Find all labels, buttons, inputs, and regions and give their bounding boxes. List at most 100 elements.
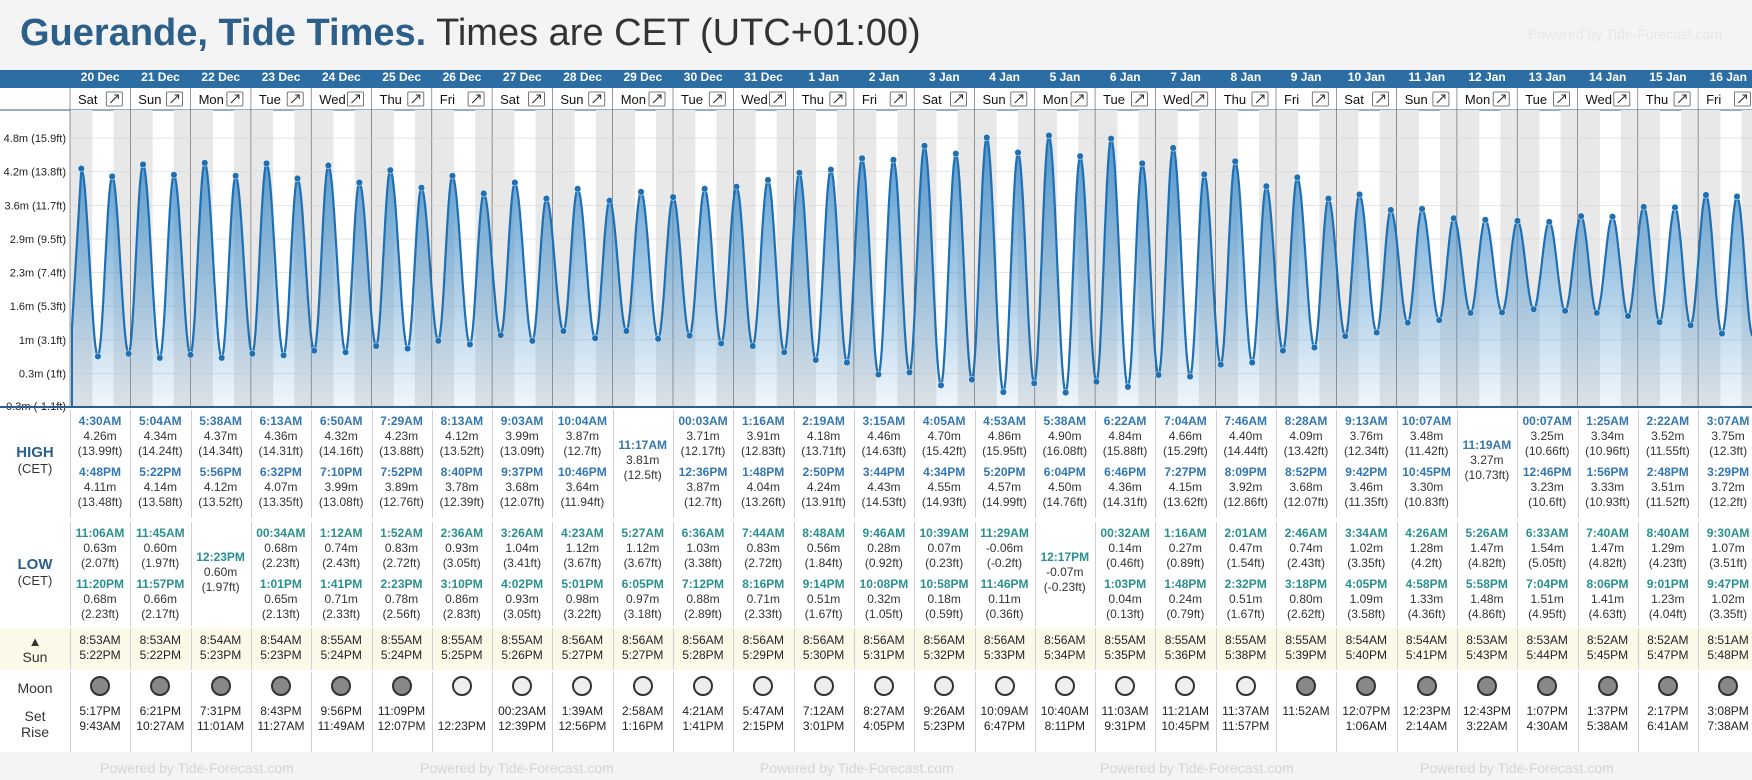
high-tide-cell: 11:17AM 3.81m (12.5ft) (618, 438, 668, 482)
column-divider (1517, 522, 1519, 626)
column-divider (1034, 410, 1036, 518)
low-row-label: LOW (CET) (0, 556, 70, 588)
column-divider (431, 672, 433, 752)
moon-cell: 11:21AM 10:45PM (1155, 676, 1215, 734)
weekday-label: Fri (440, 92, 455, 107)
powered-by-watermark: Powered by Tide-Forecast.com (1528, 26, 1722, 42)
column-divider (914, 628, 916, 670)
high-tide-point (293, 174, 302, 182)
expand-arrow-icon (1315, 94, 1325, 104)
moon-phase-icon (391, 676, 412, 696)
moon-phase-icon (572, 676, 593, 696)
column-divider (1637, 410, 1639, 518)
date-label: 1 Jan (808, 70, 839, 84)
column-divider (130, 628, 132, 670)
weekday-label: Sat (1344, 92, 1364, 107)
high-tide-point (669, 193, 677, 201)
high-tide-point (232, 172, 240, 180)
low-tide-point (1062, 389, 1070, 397)
weekday-label: Mon (1465, 92, 1490, 107)
column-divider (431, 522, 433, 626)
low-tide-cell: 3:26AM 1.04m (3.41ft) 4:02PM 0.93m (3.05ft) (500, 526, 544, 621)
column-divider (552, 410, 554, 518)
tide-chart: -0.3m (-1.1ft)0.3m (1ft)1m (3.1ft)1.6m (… (0, 70, 1752, 413)
column-divider (1456, 628, 1458, 670)
moon-row-label: Moon Set Rise (0, 680, 70, 740)
powered-by-footer-4: Powered by Tide-Forecast.com (1100, 760, 1294, 776)
moon-cell: 1:39AM 12:56PM (552, 676, 612, 734)
expand-arrow-icon (954, 94, 963, 104)
moon-phase-icon (270, 676, 291, 696)
date-label: 8 Jan (1231, 70, 1262, 84)
column-divider (371, 410, 373, 518)
low-tide-point (937, 381, 945, 389)
column-divider (371, 522, 373, 626)
date-label: 26 Dec (443, 70, 482, 84)
moon-cell: 3:08PM 7:38AM (1698, 676, 1752, 734)
high-tide-cell: 7:29AM 4.23m (13.88ft) 7:52PM 3.89m (12.76ft) (379, 414, 424, 509)
y-tick-label: 1m (3.1ft) (19, 335, 66, 347)
date-label: 4 Jan (989, 70, 1020, 84)
low-tide-cell: 5:26AM 1.47m (4.82ft) 5:58PM 1.48m (4.86ft) (1465, 526, 1509, 621)
expand-arrow-icon (532, 94, 541, 104)
column-divider (1034, 672, 1036, 752)
high-tide-point (480, 189, 488, 197)
high-tide-point (827, 166, 835, 174)
low-tide-point (528, 337, 536, 345)
moon-cell: 6:21PM 10:27AM (130, 676, 190, 734)
powered-by-footer-3: Powered by Tide-Forecast.com (760, 760, 954, 776)
low-tide-cell: 4:23AM 1.12m (3.67ft) 5:01PM 0.98m (3.22ft) (561, 526, 604, 621)
expand-arrow-icon (351, 94, 360, 104)
high-tide-point (858, 154, 866, 162)
moon-phase-icon (1537, 676, 1558, 696)
column-divider (853, 672, 855, 752)
y-tick-label: 2.9m (9.5ft) (10, 234, 66, 246)
expand-arrow-icon (1074, 94, 1084, 104)
high-tide-point (1640, 203, 1648, 211)
high-tide-point (764, 176, 772, 184)
high-tide-point (1387, 206, 1395, 214)
high-tide-point (732, 183, 741, 191)
moon-cell: 10:09AM 6:47PM (975, 676, 1035, 734)
column-divider (1034, 628, 1036, 670)
column-divider (1155, 628, 1157, 670)
page-title: Guerande, Tide Times. Times are CET (UTC… (20, 12, 921, 55)
low-tide-point (1404, 319, 1412, 327)
sun-cell: 8:55AM 5:38PM (1225, 633, 1267, 662)
moon-phase-icon (1115, 676, 1136, 696)
expand-arrow-icon (712, 94, 722, 104)
column-divider (130, 672, 132, 752)
low-tide-point (1124, 383, 1132, 391)
moon-cell: 11:09PM 12:07PM (372, 676, 432, 734)
location-title: Guerande, Tide Times. (20, 12, 427, 54)
column-divider (70, 672, 71, 752)
moon-cell: 10:40AM 8:11PM (1035, 676, 1095, 734)
low-tide-cell: 11:29AM -0.06m (-0.2ft) 11:46PM 0.11m (0.36ft… (980, 526, 1029, 621)
weekday-label: Thu (1224, 92, 1246, 107)
low-tide-point (310, 347, 318, 355)
column-divider (190, 672, 192, 752)
column-divider (1637, 522, 1639, 626)
expand-arrow-icon (411, 94, 421, 104)
moon-phase-icon (210, 676, 231, 696)
low-tide-point (1310, 344, 1318, 352)
column-divider (1517, 628, 1519, 670)
date-label: 21 Dec (141, 70, 180, 84)
column-divider (1396, 628, 1398, 670)
moon-phase-icon (1175, 676, 1196, 696)
high-tide-cell: 2:22AM 3.52m (11.55ft) 2:48PM 3.51m (11.52ft) (1645, 414, 1690, 509)
moon-cell: 4:21AM 1:41PM (673, 676, 733, 734)
high-tide-cell: 7:04AM 4.66m (15.29ft) 7:27PM 4.15m (13.62ft) (1163, 414, 1208, 509)
low-tide-point (905, 368, 914, 376)
column-divider (1276, 410, 1277, 518)
low-tide-point (497, 331, 505, 339)
high-tide-point (1076, 152, 1084, 160)
moon-label: Moon (17, 680, 53, 696)
expand-arrow-icon (833, 94, 843, 104)
moon-cell: 9:26AM 5:23PM (914, 676, 974, 734)
low-tide-point (1373, 329, 1381, 337)
low-tide-cell: 6:33AM 1.54m (5.05ft) 7:04PM 1.51m (4.95ft) (1525, 526, 1569, 621)
column-divider (1336, 522, 1338, 626)
low-tide-point (248, 350, 256, 358)
high-tide-cell: 11:19AM 3.27m (10.73ft) (1462, 438, 1512, 482)
